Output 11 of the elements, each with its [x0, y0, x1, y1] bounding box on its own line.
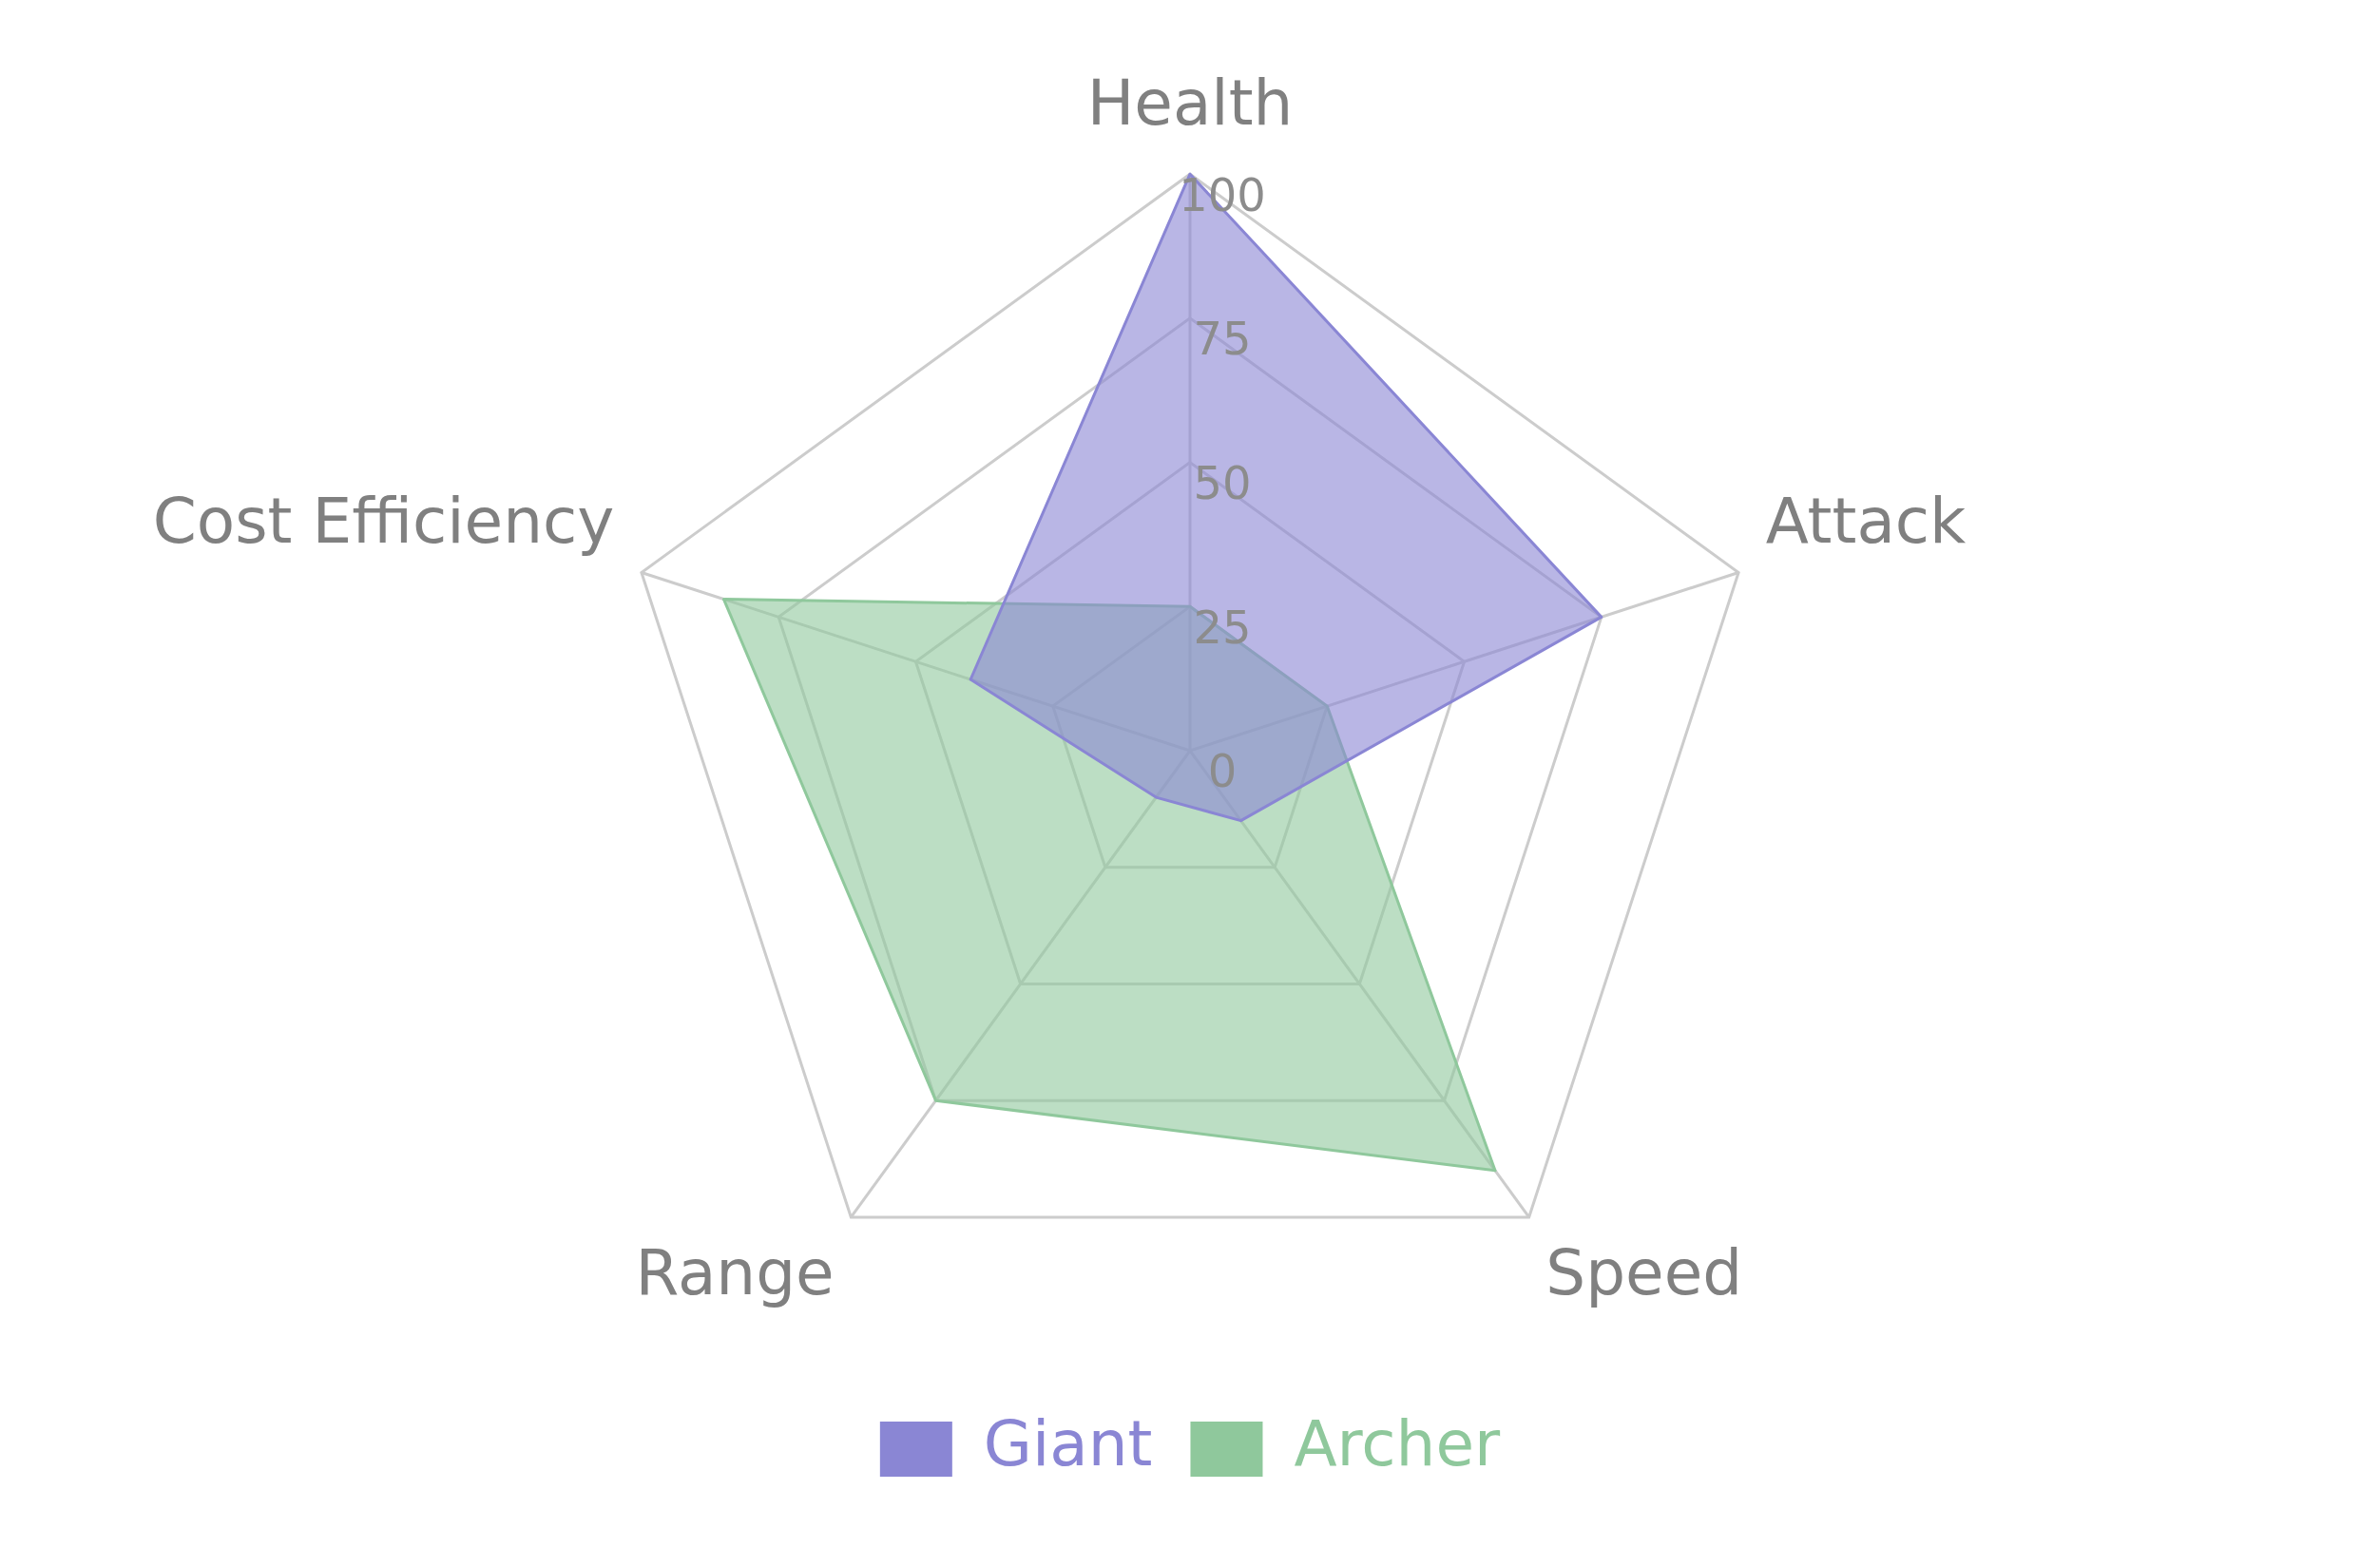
spoke-label: Cost Efficiency [152, 484, 615, 558]
spoke-label: Speed [1545, 1235, 1743, 1309]
y-tick-label: 25 [1193, 600, 1252, 654]
legend-label: Archer [1294, 1407, 1502, 1481]
y-tick-label: 0 [1207, 744, 1238, 798]
y-tick-label: 75 [1193, 312, 1252, 366]
spoke-label: Health [1086, 66, 1294, 140]
spoke-label: Range [635, 1235, 835, 1309]
spoke-label: Attack [1765, 484, 1967, 558]
legend-label: Giant [983, 1407, 1153, 1481]
y-tick-label: 50 [1193, 456, 1252, 510]
